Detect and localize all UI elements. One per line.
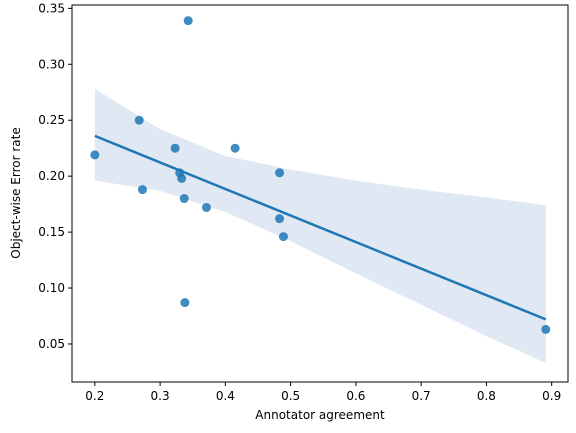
x-tick-label: 0.9	[542, 389, 561, 403]
x-tick-label: 0.2	[85, 389, 104, 403]
data-point	[134, 115, 144, 125]
x-tick-label: 0.8	[477, 389, 496, 403]
y-axis-ticks: 0.05 0.10 0.15 0.20 0.25 0.30 0.35	[38, 1, 72, 351]
data-point	[275, 168, 285, 178]
y-tick-label: 0.35	[38, 1, 65, 15]
data-point	[179, 194, 189, 204]
data-point	[137, 185, 147, 195]
y-tick-label: 0.25	[38, 113, 65, 127]
x-axis-ticks: 0.2 0.3 0.4 0.5 0.6 0.7 0.8 0.9	[85, 382, 561, 403]
x-tick-label: 0.6	[346, 389, 365, 403]
y-tick-label: 0.30	[38, 57, 65, 71]
data-point	[183, 16, 193, 26]
y-tick-label: 0.15	[38, 225, 65, 239]
x-tick-label: 0.3	[151, 389, 170, 403]
data-point	[177, 173, 187, 183]
y-tick-label: 0.05	[38, 337, 65, 351]
y-tick-label: 0.20	[38, 169, 65, 183]
data-point	[90, 150, 100, 160]
data-point	[278, 232, 288, 242]
x-tick-label: 0.7	[412, 389, 431, 403]
regression-line	[94, 134, 547, 321]
x-tick-label: 0.5	[281, 389, 300, 403]
y-tick-label: 0.10	[38, 281, 65, 295]
data-point	[541, 324, 551, 334]
x-tick-label: 0.4	[216, 389, 235, 403]
plot-content	[90, 16, 551, 363]
y-axis-label: Object-wise Error rate	[9, 127, 23, 258]
data-point	[230, 143, 240, 153]
confidence-band	[94, 88, 546, 363]
data-point	[201, 202, 211, 212]
plot-frame	[71, 4, 569, 383]
data-point	[275, 214, 285, 224]
data-point	[180, 298, 190, 308]
x-axis-label: Annotator agreement	[255, 408, 385, 422]
data-point	[170, 143, 180, 153]
